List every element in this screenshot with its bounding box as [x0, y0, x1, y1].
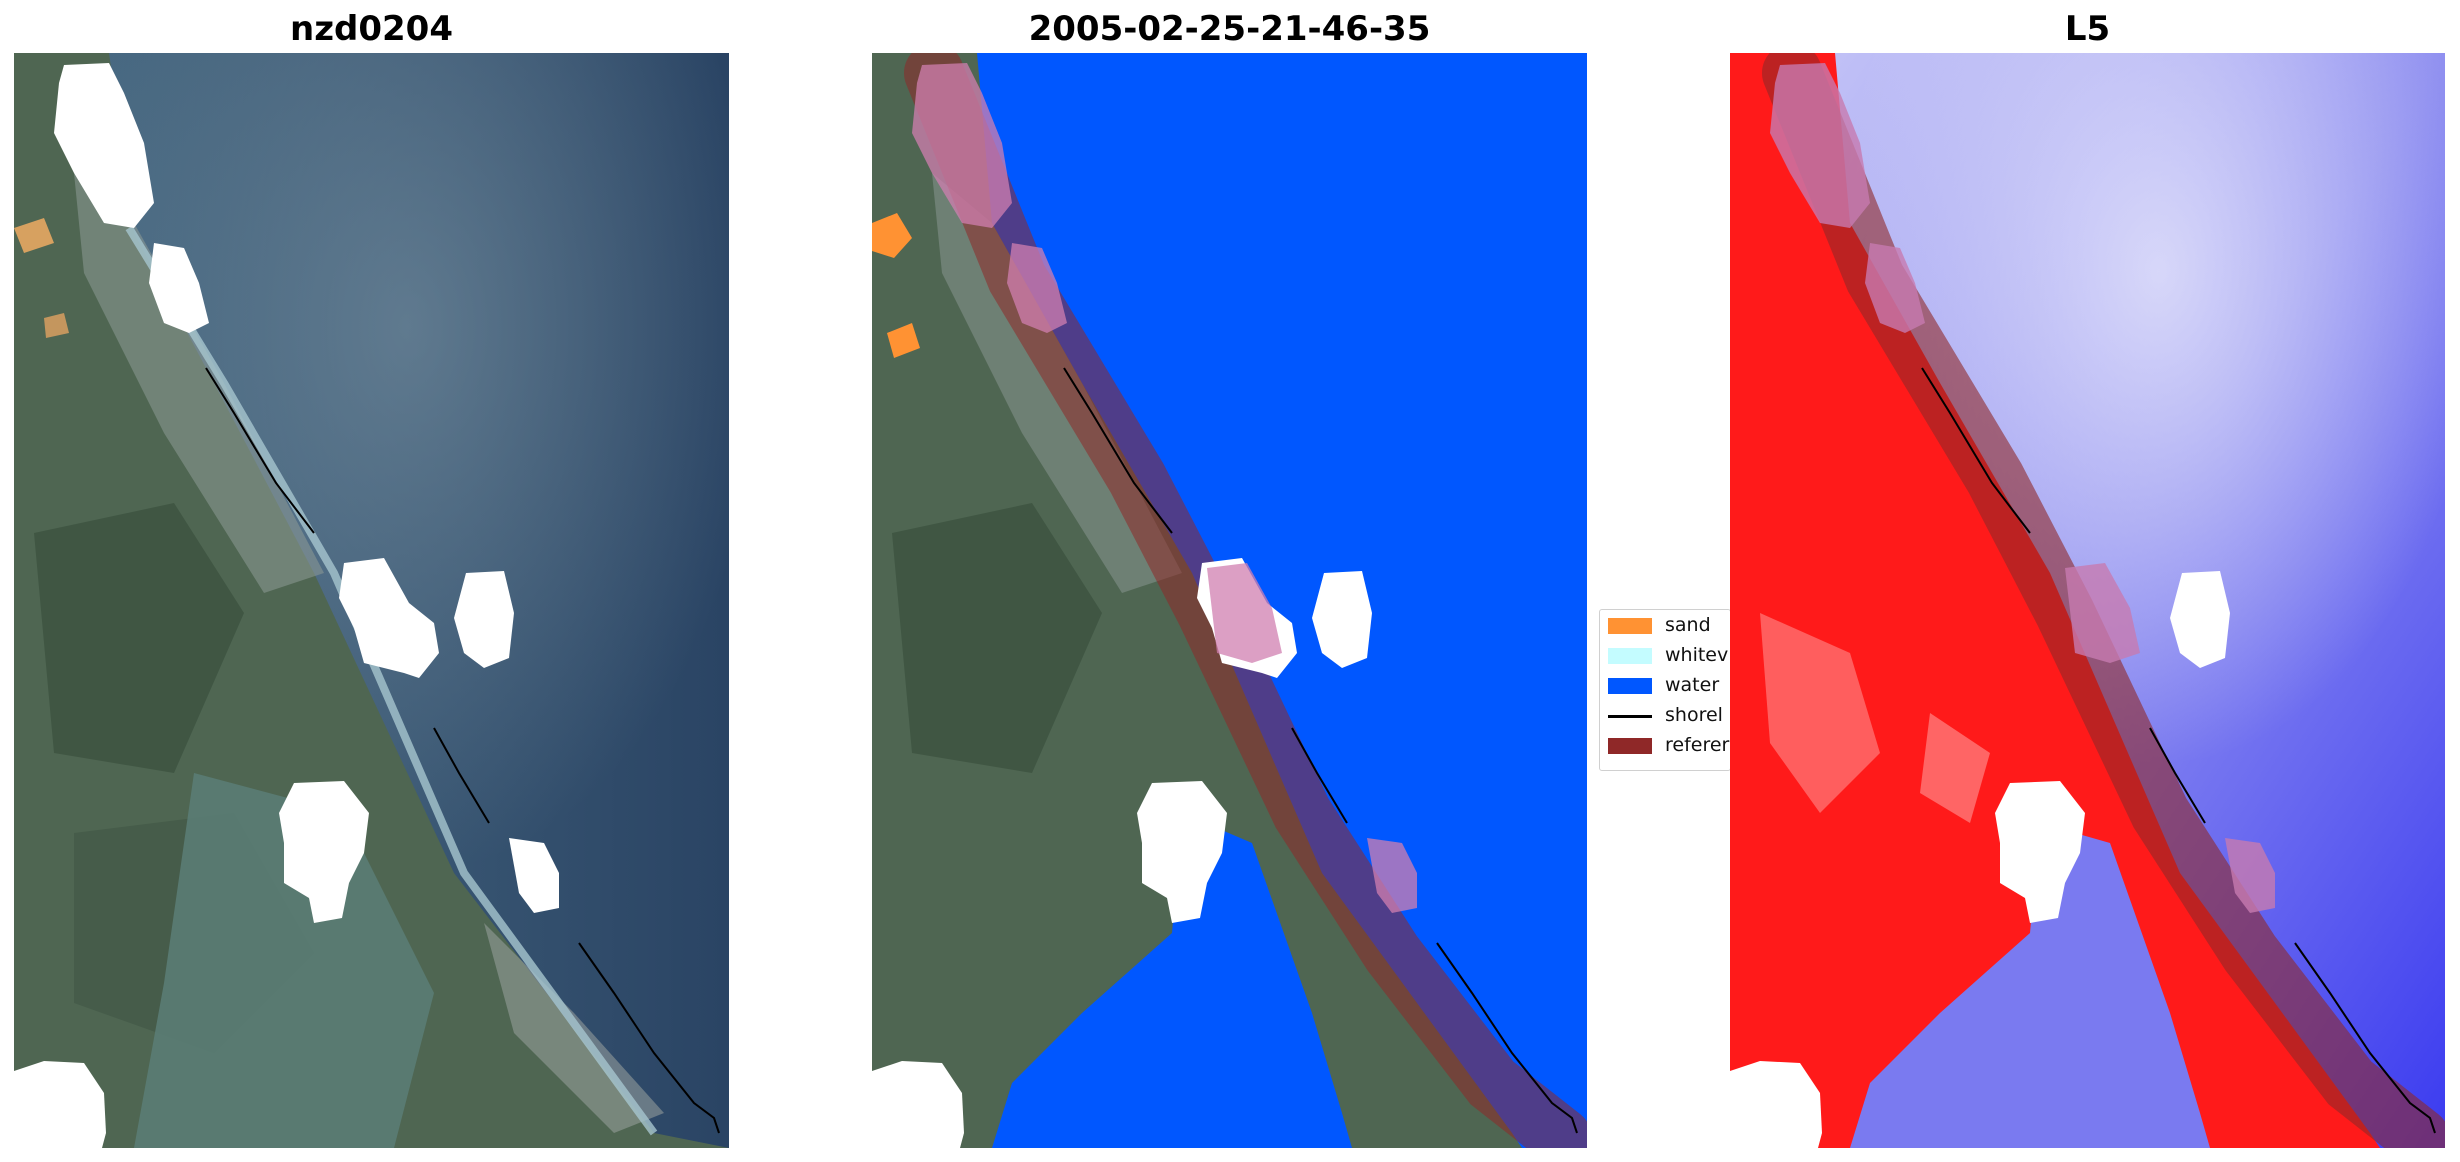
sand-swatch	[1608, 618, 1652, 634]
legend-item-shoreline: shorel	[1600, 702, 1730, 730]
legend-item-reference: referer	[1600, 732, 1730, 760]
low-index-lagoon	[1850, 823, 2210, 1148]
legend-item-whitewater: whitev	[1600, 642, 1730, 670]
classified-image	[872, 53, 1587, 1148]
legend-item-sand: sand	[1600, 612, 1730, 640]
sand-class-patch	[872, 213, 912, 258]
classified-image-panel	[872, 53, 1587, 1148]
water-swatch	[1608, 678, 1652, 694]
legend-label-reference: referer	[1665, 734, 1730, 756]
reference-swatch	[1608, 738, 1652, 754]
rgb-image-panel	[14, 53, 729, 1148]
legend-label-whitewater: whitev	[1665, 644, 1729, 666]
legend-label-sand: sand	[1665, 614, 1711, 636]
whitewater-swatch	[1608, 648, 1652, 664]
panel-title-index: L5	[2064, 9, 2111, 49]
panel-title-classified: 2005-02-25-21-46-35	[1028, 9, 1431, 49]
water-class-region	[977, 53, 1587, 1148]
index-image	[1730, 53, 2445, 1148]
shoreline-swatch	[1608, 715, 1652, 718]
index-image-panel	[1730, 53, 2445, 1148]
legend-label-water: water	[1665, 674, 1720, 696]
water-class-lagoon	[992, 813, 1352, 1148]
panel-title-rgb: nzd0204	[290, 9, 453, 49]
legend-item-water: water	[1600, 672, 1730, 700]
legend: sand whitev water shorel referer	[1599, 609, 1731, 771]
rgb-satellite-image	[14, 53, 729, 1148]
legend-label-shoreline: shorel	[1665, 704, 1723, 726]
